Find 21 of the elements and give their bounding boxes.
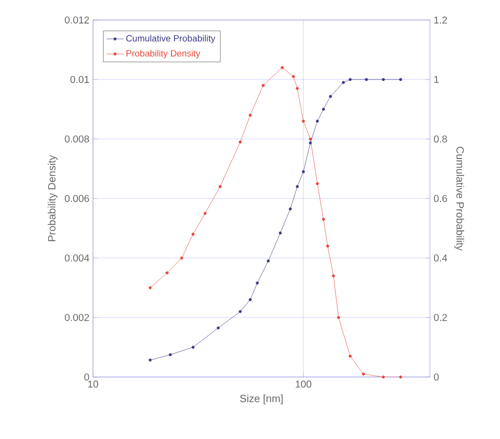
y-tick-label: 0.002: [64, 314, 89, 322]
y-tick-label: 0: [84, 373, 90, 381]
y2-tick-label: 1: [434, 76, 439, 83]
x-tick-label: 100: [296, 380, 312, 388]
legend-label: Probability Density: [126, 50, 200, 58]
y-axis-title: Probability Density: [48, 155, 58, 242]
y2-tick-label: 0.6: [434, 194, 448, 202]
y-tick-label: 0.006: [64, 194, 90, 202]
y2-tick-label: 0.2: [434, 314, 447, 322]
y-tick-label: 0.008: [64, 135, 90, 143]
legend-label: Cumulative Probability: [126, 34, 216, 44]
y2-tick-label: 1.2: [434, 16, 447, 24]
y-tick-label: 0.01: [70, 76, 89, 84]
y2-tick-label: 0: [434, 373, 439, 381]
y-tick-label: 0.012: [64, 16, 89, 24]
y-tick-label: 0.004: [64, 254, 90, 262]
y2-tick-label: 0.4: [434, 254, 448, 262]
x-axis-title: Size [nm]: [240, 394, 283, 404]
x-tick-label: 10: [88, 380, 98, 388]
y2-axis-title: Cumulative Probability: [454, 146, 464, 251]
y2-tick-label: 0.8: [434, 135, 448, 143]
